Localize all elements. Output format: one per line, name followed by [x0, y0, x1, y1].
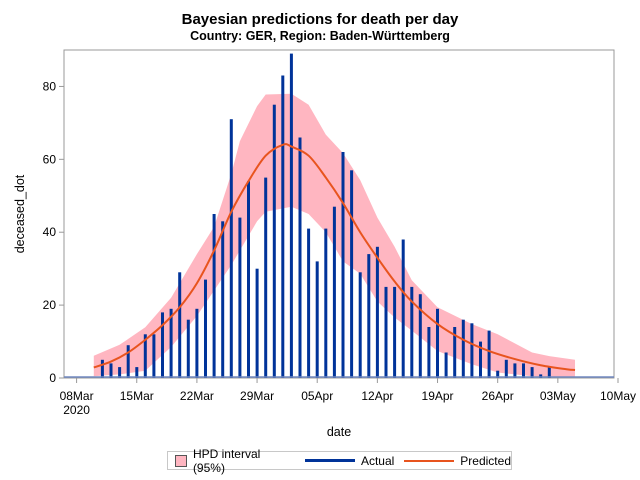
legend-swatch-actual — [304, 459, 355, 462]
x-tick-label: 08Mar — [60, 389, 94, 403]
x-axis-label: date — [327, 425, 351, 439]
actual-bar — [341, 152, 345, 378]
actual-bar — [470, 323, 474, 378]
actual-bar — [315, 261, 319, 378]
legend-item-predicted: Predicted — [404, 454, 511, 468]
actual-bar — [118, 367, 122, 378]
actual-bar — [212, 214, 216, 378]
actual-bar — [453, 327, 457, 378]
legend: HPD interval (95%) Actual Predicted — [167, 447, 512, 475]
x-tick-label: 26Apr — [482, 389, 514, 403]
actual-bar — [298, 137, 302, 378]
legend-item-actual: Actual — [304, 453, 395, 468]
actual-bar — [238, 217, 242, 378]
legend-label: HPD interval (95%) — [192, 446, 261, 475]
y-tick-label: 20 — [43, 298, 57, 312]
actual-bar — [384, 286, 388, 378]
y-tick-label: 0 — [49, 371, 56, 385]
legend-label: Predicted — [460, 453, 511, 468]
chart-subtitle: Country: GER, Region: Baden-Württemberg — [190, 29, 450, 43]
actual-bar — [169, 308, 173, 378]
actual-bar — [143, 334, 147, 378]
x-tick-label: 22Mar — [180, 389, 214, 403]
actual-bar — [135, 367, 139, 378]
x-tick-label: 29Mar — [240, 389, 274, 403]
actual-bar — [307, 228, 311, 378]
actual-bar — [332, 206, 336, 378]
chart-title: Bayesian predictions for death per day — [181, 11, 459, 28]
actual-bar — [126, 345, 130, 378]
actual-bar — [410, 286, 414, 378]
actual-bar — [530, 367, 534, 378]
x-tick-label: 19Apr — [422, 389, 454, 403]
actual-bar — [229, 119, 233, 378]
legend-swatch-predicted — [404, 459, 455, 462]
actual-bar — [195, 308, 199, 378]
actual-bar — [539, 374, 543, 378]
actual-bar — [161, 312, 164, 378]
actual-bar — [100, 359, 104, 378]
actual-bar — [178, 272, 182, 378]
actual-bar — [152, 334, 156, 378]
x-tick-label: 05Apr — [301, 389, 333, 403]
y-axis-label: deceased_dot — [13, 174, 27, 253]
actual-bar — [461, 319, 465, 378]
actual-bar — [547, 367, 551, 378]
actual-bar — [109, 363, 113, 378]
plot-frame — [63, 49, 615, 379]
actual-bar — [358, 272, 362, 378]
actual-bar — [401, 239, 405, 378]
actual-bar — [427, 327, 431, 378]
actual-bar — [513, 363, 517, 378]
actual-bar — [221, 221, 225, 378]
x-tick-label: 12Apr — [361, 389, 393, 403]
actual-bar — [281, 75, 285, 378]
actual-bar — [504, 359, 508, 378]
actual-bar — [324, 228, 328, 378]
legend-label: Actual — [360, 453, 395, 468]
actual-bar — [255, 268, 259, 378]
actual-bar — [487, 330, 491, 378]
actual-bar — [186, 319, 190, 378]
actual-bar — [367, 254, 371, 378]
y-tick-label: 80 — [43, 79, 57, 93]
actual-bar — [247, 181, 250, 378]
actual-bar — [264, 177, 268, 378]
actual-bar — [393, 286, 397, 378]
actual-bar — [444, 352, 448, 378]
actual-bar — [436, 308, 439, 378]
actual-bar — [479, 341, 482, 378]
predicted-line — [93, 143, 576, 371]
x-tick-label: 15Mar — [120, 389, 154, 403]
x-tick-label: 10May — [600, 389, 636, 403]
actual-bar — [272, 104, 276, 378]
actual-bar — [418, 294, 422, 378]
y-tick-label: 40 — [43, 225, 57, 239]
legend-item-hpd: HPD interval (95%) — [175, 447, 295, 475]
actual-bar — [204, 279, 207, 378]
actual-bar — [350, 170, 354, 378]
actual-bar — [375, 246, 379, 378]
legend-swatch-band — [175, 454, 187, 467]
actual-bar — [289, 53, 293, 378]
x-tick-label: 03May — [540, 389, 576, 403]
x-tick-sublabel: 2020 — [63, 403, 90, 417]
actual-bar — [496, 370, 500, 378]
y-tick-label: 60 — [43, 152, 57, 166]
actual-bar — [522, 363, 525, 378]
